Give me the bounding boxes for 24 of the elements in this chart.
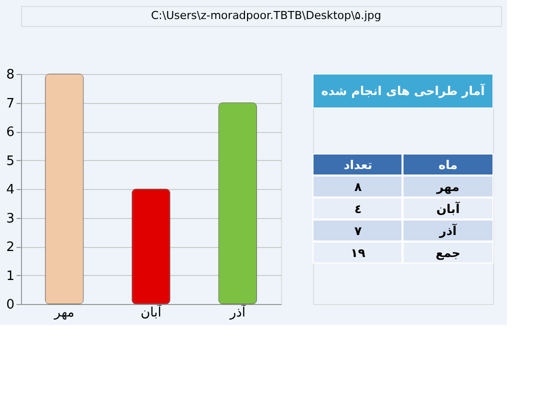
text: ٨ — [354, 180, 362, 194]
x-tick-label: آذر — [228, 304, 247, 320]
y-tick-label: 0 — [6, 298, 14, 312]
category-label: مهر — [436, 180, 460, 194]
category-label: آذر — [439, 224, 457, 238]
text: آمار طراحی های انجام شده — [321, 83, 486, 98]
y-tick-label: 8 — [6, 68, 14, 82]
y-tick-label: 6 — [6, 125, 14, 140]
text: ١٩ — [350, 246, 366, 260]
y-tick-label: 1 — [6, 268, 14, 284]
y-tick-label: 3 — [6, 211, 14, 226]
x-tick-label: مهر — [53, 306, 74, 320]
x-tick-label: آبان — [140, 304, 163, 320]
text: ماه — [438, 158, 458, 172]
y-tick-label: 4 — [6, 182, 14, 198]
text: جمع — [436, 246, 460, 260]
text: C:\Users\z-moradpoor.TBTB\Desktop\۵.jpg — [151, 9, 382, 22]
category-label: آبان — [436, 202, 460, 216]
y-tick-label: 7 — [6, 96, 14, 112]
y-tick-label: 5 — [6, 154, 14, 169]
text: تعداد — [344, 158, 372, 172]
text: ٧ — [354, 224, 362, 238]
y-tick-label: 2 — [6, 240, 14, 255]
text: ٤ — [354, 202, 362, 216]
